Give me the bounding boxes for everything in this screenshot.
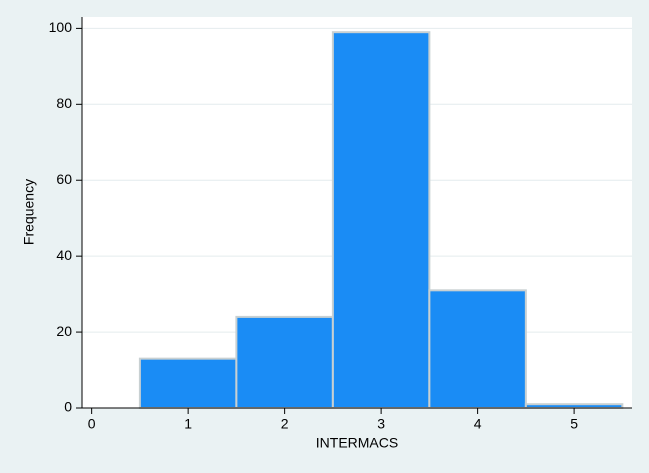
x-tick-label: 4 bbox=[474, 416, 482, 432]
bar bbox=[235, 315, 334, 410]
y-tick-label: 60 bbox=[56, 171, 72, 187]
bar bbox=[138, 357, 238, 409]
x-tick-label: 2 bbox=[281, 416, 289, 432]
y-tick-label: 0 bbox=[64, 399, 72, 415]
y-tick-label: 80 bbox=[56, 95, 72, 111]
y-tick-label: 100 bbox=[49, 19, 73, 35]
x-axis-label: INTERMACS bbox=[316, 435, 398, 451]
bar bbox=[428, 289, 527, 409]
x-tick-label: 5 bbox=[570, 416, 578, 432]
y-axis-label: Frequency bbox=[21, 179, 37, 245]
x-tick-label: 0 bbox=[88, 416, 96, 432]
y-tick-label: 20 bbox=[56, 323, 72, 339]
y-tick-label: 40 bbox=[56, 247, 72, 263]
bar bbox=[524, 403, 624, 410]
x-tick-label: 3 bbox=[377, 416, 385, 432]
x-tick-label: 1 bbox=[184, 416, 192, 432]
bar bbox=[331, 31, 431, 409]
